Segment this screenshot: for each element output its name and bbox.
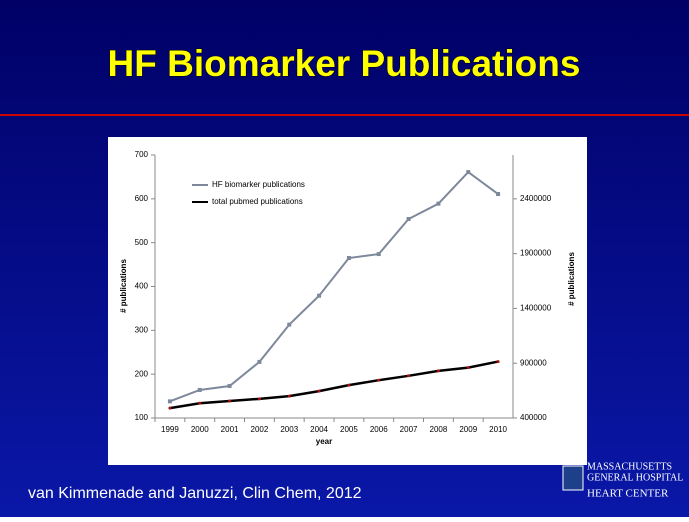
y-tick-label: 500 — [135, 238, 149, 247]
citation: van Kimmenade and Januzzi, Clin Chem, 20… — [28, 485, 362, 502]
series-line — [169, 360, 499, 410]
point — [198, 401, 202, 405]
y-axis-label: # publications — [119, 259, 128, 313]
y-tick-label: 700 — [135, 150, 149, 159]
y2-tick-label: 2400000 — [520, 194, 552, 203]
y2-tick-label: 1400000 — [520, 304, 552, 313]
x-tick-label: 2001 — [221, 425, 239, 434]
point — [346, 256, 351, 261]
point — [317, 389, 321, 393]
point — [197, 387, 202, 392]
x-tick-label: 1999 — [161, 425, 179, 434]
point — [377, 378, 381, 382]
x-tick-label: 2005 — [340, 425, 358, 434]
x-tick-label: 2008 — [430, 425, 448, 434]
point — [257, 397, 261, 401]
x-tick-label: 2002 — [251, 425, 269, 434]
y-tick-label: 400 — [135, 282, 149, 291]
point — [227, 384, 232, 389]
y-tick-label: 300 — [135, 325, 149, 334]
logo-text: MASSACHUSETTS — [587, 461, 672, 472]
point — [228, 399, 232, 403]
y-tick-label: 600 — [135, 194, 149, 203]
x-tick-label: 2006 — [370, 425, 388, 434]
point — [466, 366, 470, 370]
point — [287, 394, 291, 398]
point — [287, 322, 292, 327]
slide-title: HF Biomarker Publications — [108, 43, 581, 84]
point — [257, 359, 262, 364]
point — [436, 201, 441, 206]
series-line — [169, 170, 499, 403]
legend-label: HF biomarker publications — [212, 180, 305, 189]
point — [376, 252, 381, 257]
point — [496, 192, 501, 197]
point — [466, 170, 471, 175]
y2-axis-label: # publications — [567, 252, 576, 306]
x-tick-label: 2009 — [459, 425, 477, 434]
x-tick-label: 2000 — [191, 425, 209, 434]
point — [407, 374, 411, 378]
y-tick-label: 100 — [135, 413, 149, 422]
y2-tick-label: 400000 — [520, 413, 547, 422]
legend-label: total pubmed publications — [212, 197, 303, 206]
y2-tick-label: 900000 — [520, 358, 547, 367]
point — [317, 293, 322, 298]
y2-tick-label: 1900000 — [520, 249, 552, 258]
logo-text: HEART CENTER — [587, 488, 669, 500]
point — [167, 399, 172, 404]
logo-shield — [562, 465, 584, 491]
x-tick-label: 2010 — [489, 425, 507, 434]
x-tick-label: 2007 — [400, 425, 418, 434]
point — [168, 406, 172, 410]
point — [496, 360, 500, 364]
x-tick-label: 2003 — [280, 425, 298, 434]
x-tick-label: 2004 — [310, 425, 328, 434]
logo-text: GENERAL HOSPITAL — [587, 472, 683, 483]
chart-area — [108, 137, 587, 465]
point — [406, 216, 411, 221]
point — [347, 383, 351, 387]
point — [436, 369, 440, 373]
y-tick-label: 200 — [135, 369, 149, 378]
x-axis-label: year — [316, 437, 332, 446]
